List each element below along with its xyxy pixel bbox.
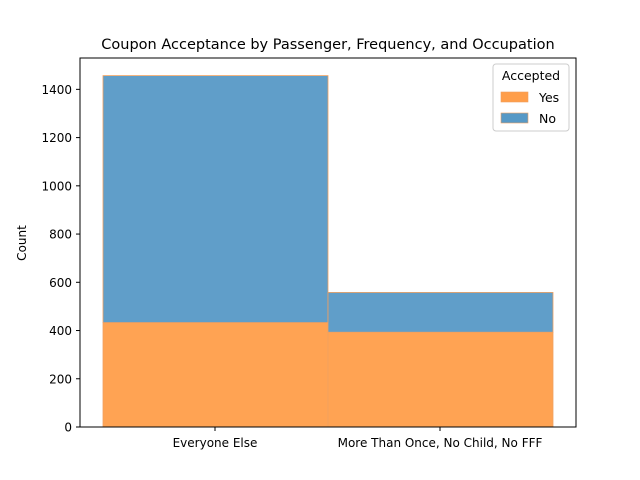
y-axis-label: Count (15, 225, 29, 261)
y-tick-label: 1400 (41, 83, 72, 97)
y-tick-label: 600 (49, 276, 72, 290)
bar-no-1 (102, 75, 329, 323)
y-tick-label: 400 (49, 324, 72, 338)
x-tick-label: More Than Once, No Child, No FFF (338, 436, 543, 450)
chart-title: Coupon Acceptance by Passenger, Frequenc… (101, 37, 554, 53)
legend-title: Accepted (502, 68, 560, 83)
bar-yes-2 (327, 331, 554, 428)
bars-layer (102, 75, 554, 428)
y-tick-label: 1000 (41, 179, 72, 193)
legend-swatch-yes (500, 91, 529, 103)
axes-layer: 0 200 400 600 800 1000 1200 1400 Everyone Else Mo… (41, 57, 577, 450)
x-tick-label: Everyone Else (173, 436, 258, 450)
plot-frame (79, 57, 577, 428)
legend-swatch-no (500, 112, 529, 124)
y-tick-label: 200 (49, 372, 72, 386)
legend-label-no: No (539, 111, 556, 126)
y-tick-label: 800 (49, 228, 72, 242)
y-tick-label: 1200 (41, 131, 72, 145)
legend-label-yes: Yes (538, 90, 559, 105)
y-tick-label: 0 (64, 421, 72, 435)
bar-yes-1 (102, 322, 329, 428)
legend: Accepted Yes No (492, 63, 570, 132)
bar-no-2 (327, 292, 554, 333)
